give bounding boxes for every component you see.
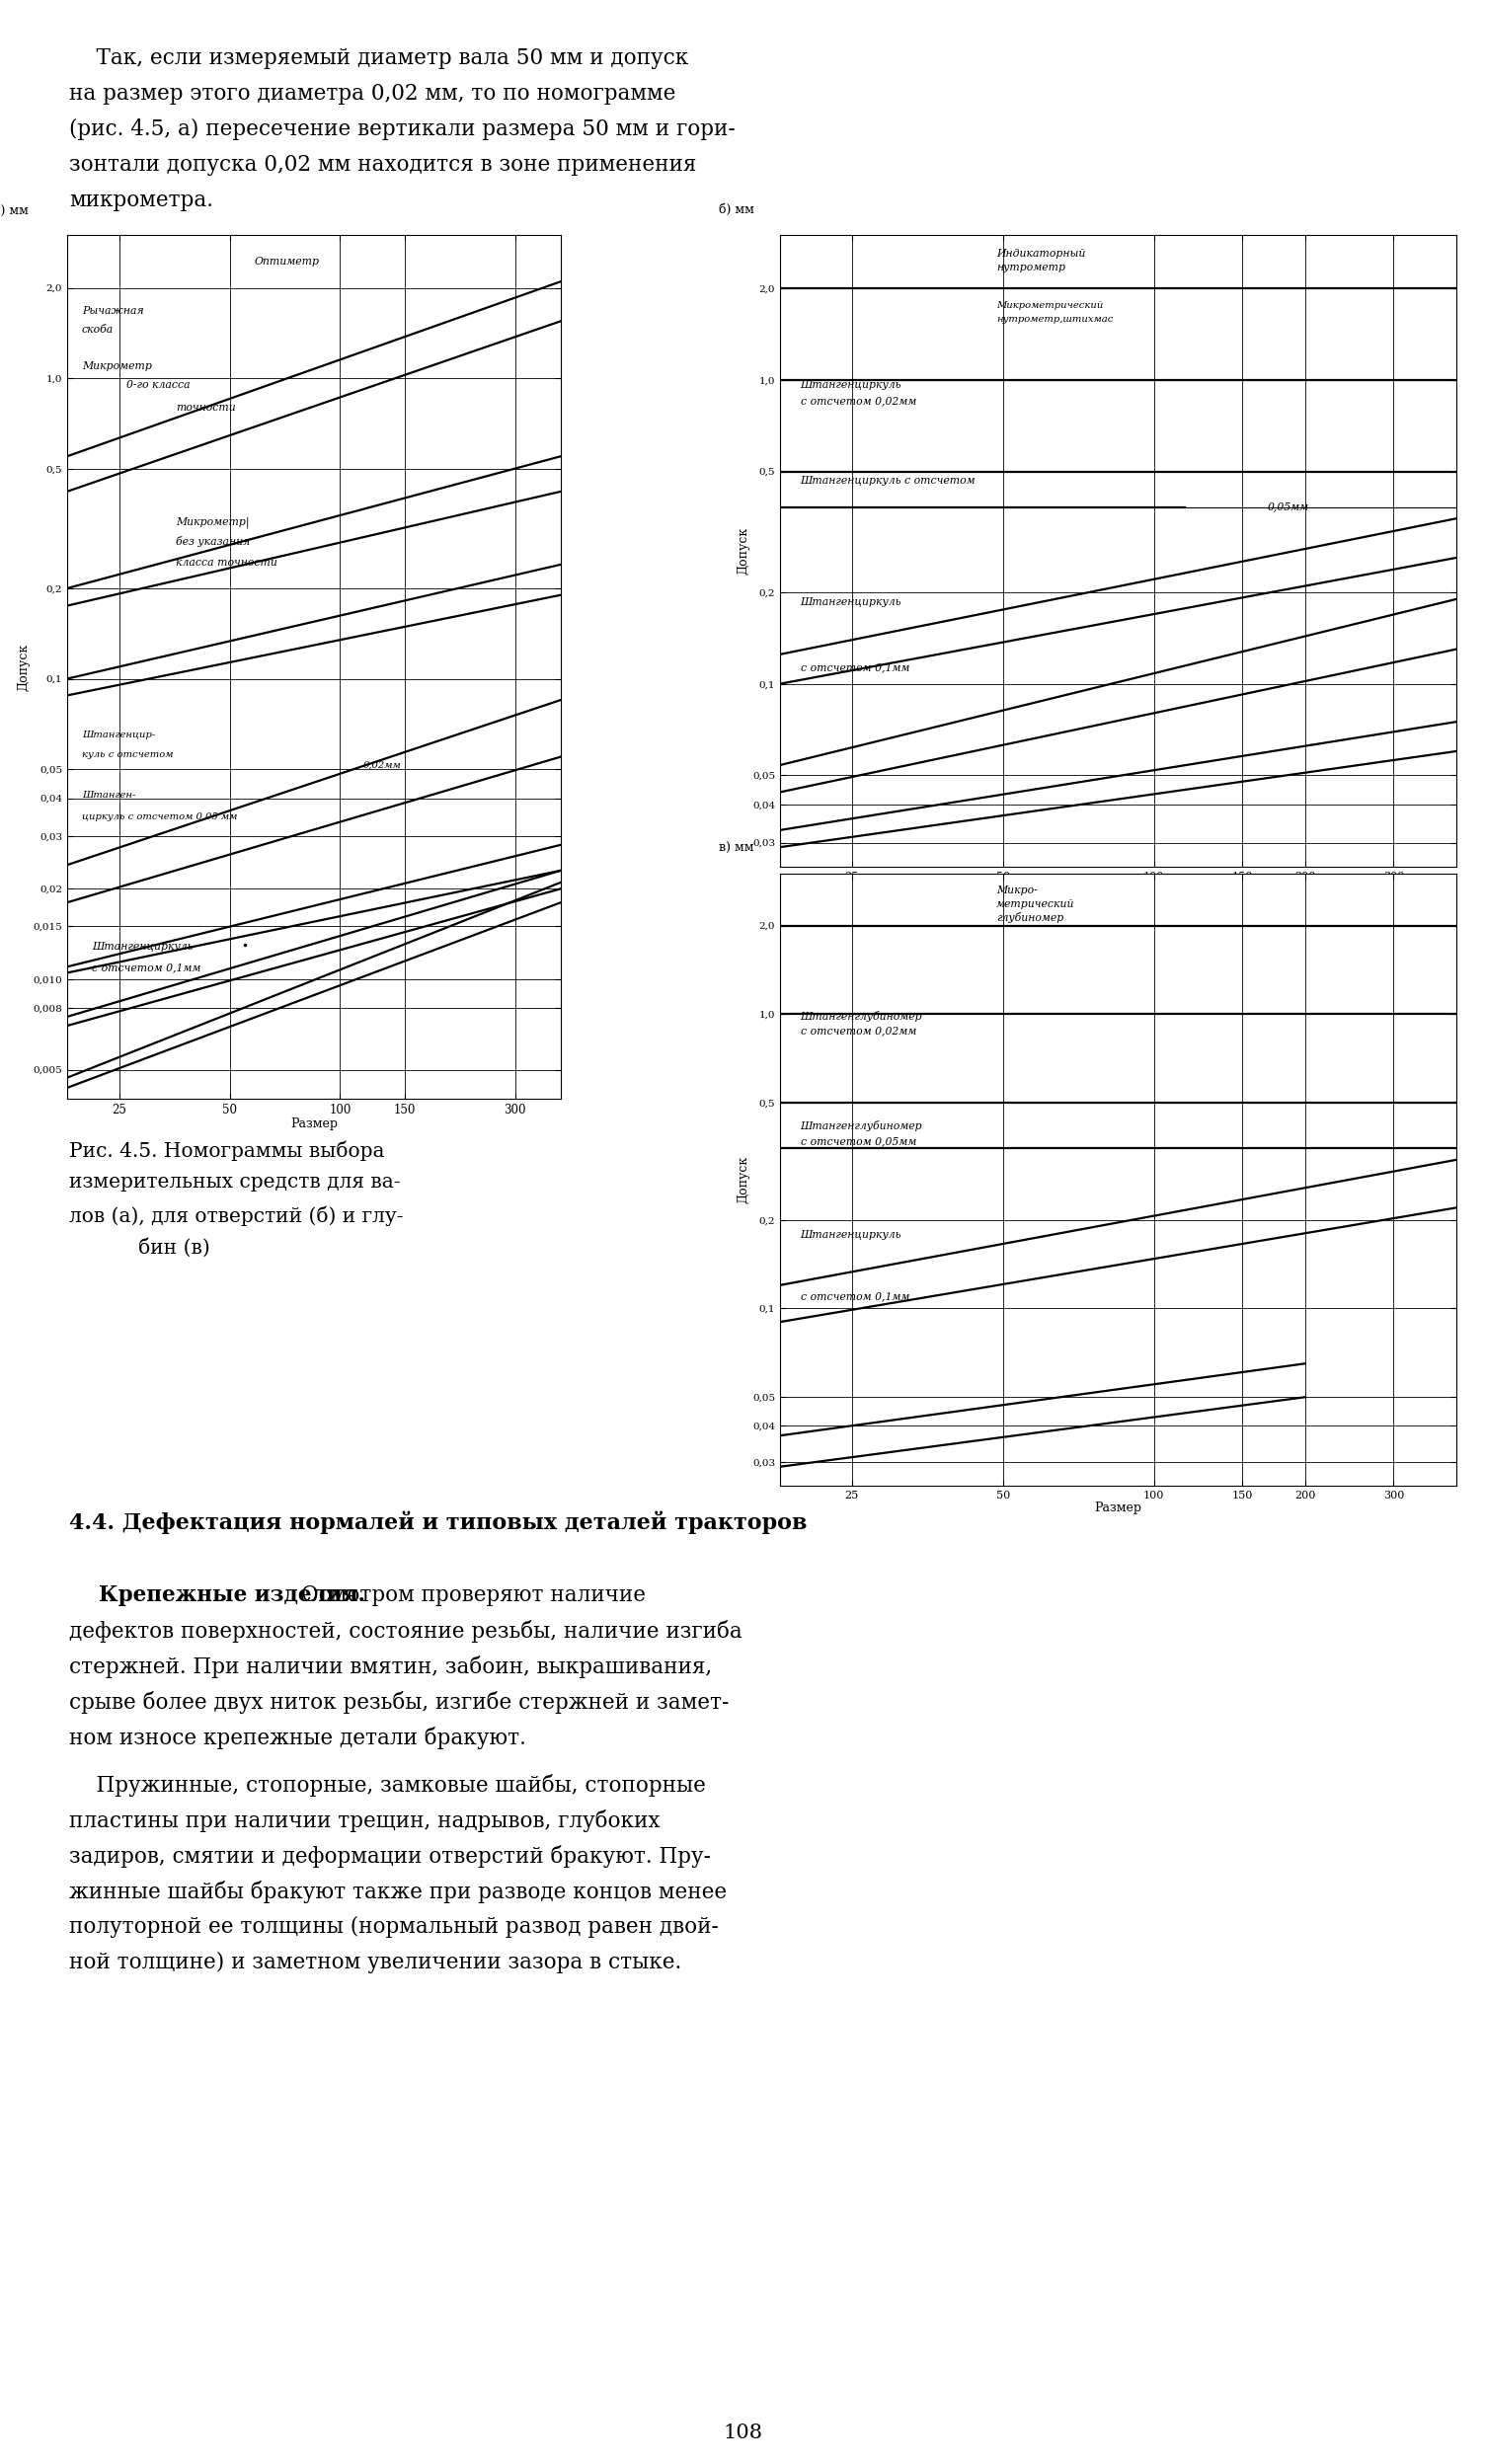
Text: дефектов поверхностей, состояние резьбы, наличие изгиба: дефектов поверхностей, состояние резьбы,… bbox=[70, 1619, 742, 1643]
Text: Индикаторный: Индикаторный bbox=[996, 249, 1086, 259]
Text: измерительных средств для ва-: измерительных средств для ва- bbox=[70, 1173, 401, 1193]
Text: 0,02мм: 0,02мм bbox=[364, 761, 401, 769]
Text: с отсчетом 0,02мм: с отсчетом 0,02мм bbox=[800, 1025, 916, 1035]
Text: Рычажная: Рычажная bbox=[82, 306, 144, 315]
Text: Так, если измеряемый диаметр вала 50 мм и допуск: Так, если измеряемый диаметр вала 50 мм … bbox=[70, 47, 689, 69]
Text: глубиномер: глубиномер bbox=[996, 912, 1063, 924]
Text: (рис. 4.5, а) пересечение вертикали размера 50 мм и гори-: (рис. 4.5, а) пересечение вертикали разм… bbox=[70, 118, 735, 140]
Text: нутрометр: нутрометр bbox=[996, 264, 1066, 274]
Text: задиров, смятии и деформации отверстий бракуют. Пру-: задиров, смятии и деформации отверстий б… bbox=[70, 1846, 711, 1868]
Text: срыве более двух ниток резьбы, изгибе стержней и замет-: срыве более двух ниток резьбы, изгибе ст… bbox=[70, 1690, 729, 1715]
Y-axis label: Допуск: Допуск bbox=[18, 643, 30, 690]
Text: с отсчетом 0,1мм: с отсчетом 0,1мм bbox=[92, 963, 200, 973]
X-axis label: Размер: Размер bbox=[290, 1119, 337, 1131]
Text: Штангенциркуль: Штангенциркуль bbox=[92, 941, 193, 951]
Text: с отсчетом 0,1мм: с отсчетом 0,1мм bbox=[800, 1291, 909, 1301]
Text: лов (а), для отверстий (б) и глу-: лов (а), для отверстий (б) и глу- bbox=[70, 1205, 404, 1225]
Text: Штангенциркуль: Штангенциркуль bbox=[800, 379, 901, 389]
Text: Микрометрический: Микрометрический bbox=[996, 301, 1103, 310]
Text: 0,05мм: 0,05мм bbox=[1267, 503, 1308, 513]
Text: без указания: без указания bbox=[175, 537, 249, 547]
Text: Штангенциркуль с отсчетом: Штангенциркуль с отсчетом bbox=[800, 476, 976, 485]
Text: на размер этого диаметра 0,02 мм, то по номограмме: на размер этого диаметра 0,02 мм, то по … bbox=[70, 84, 676, 103]
Text: нутрометр,штихмас: нутрометр,штихмас bbox=[996, 315, 1114, 325]
Text: 4.4. Дефектация нормалей и типовых деталей тракторов: 4.4. Дефектация нормалей и типовых детал… bbox=[70, 1510, 806, 1533]
Text: циркуль с отсчетом 0,05 мм: циркуль с отсчетом 0,05 мм bbox=[82, 813, 238, 821]
Text: с отсчетом 0,1мм: с отсчетом 0,1мм bbox=[800, 663, 909, 673]
Text: точности: точности bbox=[175, 404, 236, 414]
Text: пластины при наличии трещин, надрывов, глубоких: пластины при наличии трещин, надрывов, г… bbox=[70, 1809, 659, 1833]
Text: скоба: скоба bbox=[82, 325, 114, 335]
Text: Штангенциркуль: Штангенциркуль bbox=[800, 596, 901, 606]
Text: метрический: метрический bbox=[996, 899, 1075, 909]
Text: б) мм: б) мм bbox=[719, 202, 754, 217]
Text: стержней. При наличии вмятин, забоин, выкрашивания,: стержней. При наличии вмятин, забоин, вы… bbox=[70, 1656, 711, 1678]
Text: 0-го класса: 0-го класса bbox=[126, 379, 190, 389]
Text: бин (в): бин (в) bbox=[70, 1237, 209, 1257]
Text: Микрометр|: Микрометр| bbox=[175, 517, 249, 527]
Text: Пружинные, стопорные, замковые шайбы, стопорные: Пружинные, стопорные, замковые шайбы, ст… bbox=[70, 1774, 705, 1796]
Text: ном износе крепежные детали бракуют.: ном износе крепежные детали бракуют. bbox=[70, 1727, 526, 1749]
Text: класса точности: класса точности bbox=[175, 557, 278, 567]
X-axis label: Размер: Размер bbox=[1094, 1501, 1142, 1515]
Text: микрометра.: микрометра. bbox=[70, 190, 214, 212]
Text: Штангенглубиномер: Штангенглубиномер bbox=[800, 1121, 922, 1131]
Text: 108: 108 bbox=[723, 2425, 762, 2442]
Text: в) мм: в) мм bbox=[719, 843, 754, 855]
Text: Осмотром проверяют наличие: Осмотром проверяют наличие bbox=[294, 1584, 646, 1607]
Text: зонтали допуска 0,02 мм находится в зоне применения: зонтали допуска 0,02 мм находится в зоне… bbox=[70, 153, 696, 175]
Y-axis label: Допуск: Допуск bbox=[737, 527, 750, 574]
Text: ной толщине) и заметном увеличении зазора в стыке.: ной толщине) и заметном увеличении зазор… bbox=[70, 1951, 682, 1974]
Text: Штангенглубиномер: Штангенглубиномер bbox=[800, 1010, 922, 1020]
Text: Крепежные изделия.: Крепежные изделия. bbox=[70, 1584, 365, 1607]
Text: куль с отсчетом: куль с отсчетом bbox=[82, 752, 174, 759]
Text: жинные шайбы бракуют также при разводе концов менее: жинные шайбы бракуют также при разводе к… bbox=[70, 1880, 726, 1902]
Text: Штангенциркуль: Штангенциркуль bbox=[800, 1230, 901, 1239]
Text: с отсчетом 0,05мм: с отсчетом 0,05мм bbox=[800, 1136, 916, 1146]
Text: Оптиметр: Оптиметр bbox=[255, 256, 319, 266]
Text: Рис. 4.5. Номограммы выбора: Рис. 4.5. Номограммы выбора bbox=[70, 1141, 385, 1161]
Text: а) мм: а) мм bbox=[0, 205, 28, 217]
Text: с отсчетом 0,02мм: с отсчетом 0,02мм bbox=[800, 397, 916, 407]
Text: полуторной ее толщины (нормальный развод равен двой-: полуторной ее толщины (нормальный развод… bbox=[70, 1917, 719, 1937]
Text: Микро-: Микро- bbox=[996, 885, 1038, 894]
Text: Микрометр: Микрометр bbox=[82, 360, 151, 370]
Text: Штангенцир-: Штангенцир- bbox=[82, 732, 156, 739]
X-axis label: Размер: Размер bbox=[1094, 882, 1142, 894]
Y-axis label: Допуск: Допуск bbox=[737, 1156, 750, 1202]
Text: Штанген-: Штанген- bbox=[82, 791, 135, 801]
